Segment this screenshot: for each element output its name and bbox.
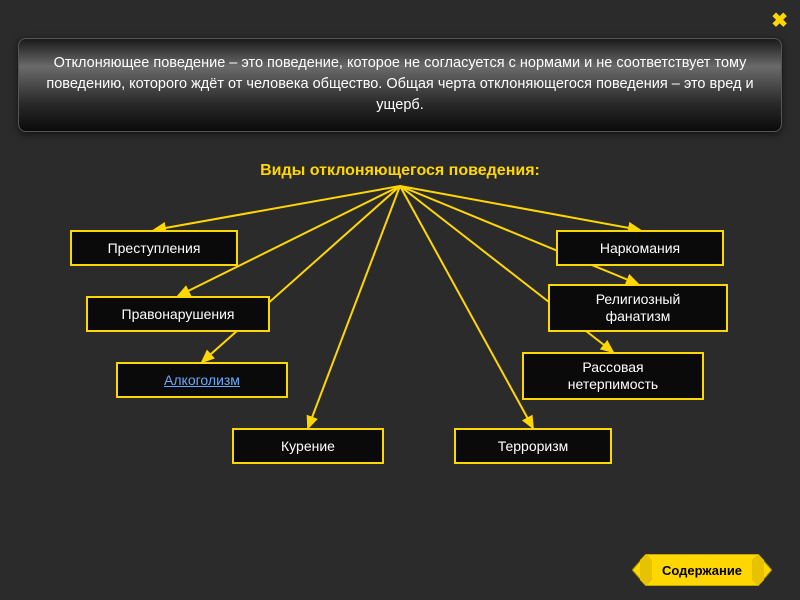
connector-drugs bbox=[400, 186, 640, 230]
node-offenses: Правонарушения bbox=[86, 296, 270, 332]
node-crimes: Преступления bbox=[70, 230, 238, 266]
node-religious: Религиозный фанатизм bbox=[548, 284, 728, 332]
connector-smoking bbox=[308, 186, 400, 428]
node-racial: Рассовая нетерпимость bbox=[522, 352, 704, 400]
node-terrorism: Терроризм bbox=[454, 428, 612, 464]
contents-label: Содержание bbox=[662, 563, 742, 578]
close-icon[interactable]: ✖ bbox=[771, 8, 788, 33]
definition-box: Отклоняющее поведение – это поведение, к… bbox=[18, 38, 782, 132]
contents-button[interactable]: Содержание bbox=[632, 554, 772, 586]
section-title: Виды отклоняющегося поведения: bbox=[0, 162, 800, 180]
node-smoking: Курение bbox=[232, 428, 384, 464]
connector-crimes bbox=[154, 186, 400, 230]
definition-text: Отклоняющее поведение – это поведение, к… bbox=[46, 55, 753, 113]
connector-terrorism bbox=[400, 186, 533, 428]
node-alcoholism[interactable]: Алкоголизм bbox=[116, 362, 288, 398]
node-drugs: Наркомания bbox=[556, 230, 724, 266]
connector-alcoholism bbox=[202, 186, 400, 362]
